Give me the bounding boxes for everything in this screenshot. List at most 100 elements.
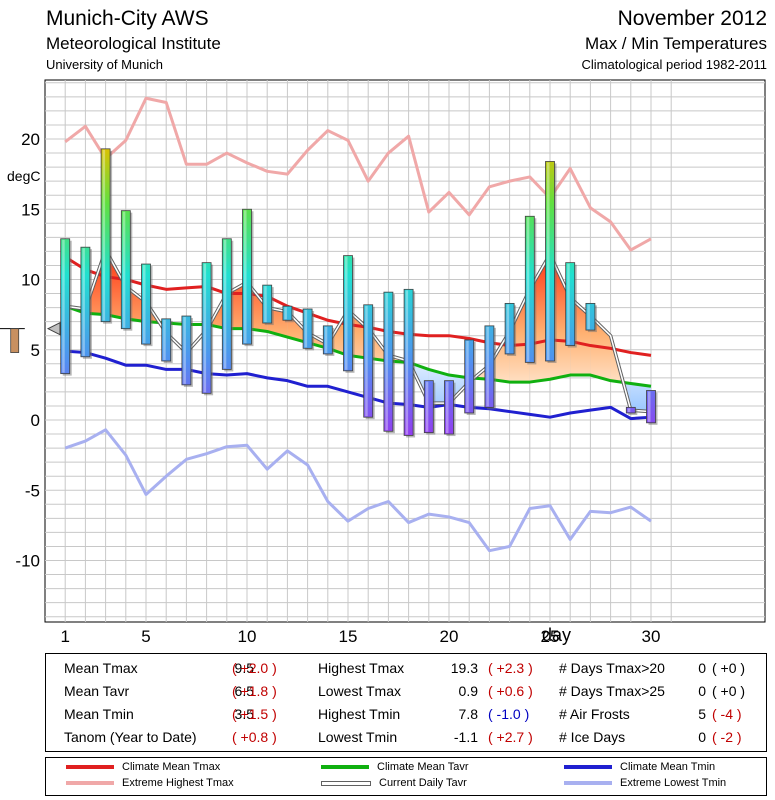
daily-temperature-bar	[221, 238, 232, 370]
daily-bar-highlight	[385, 293, 388, 431]
y-tick-label: 15	[21, 200, 40, 219]
extreme-lowest-tmin-line	[64, 428, 652, 553]
stat-mean-tmin-anomaly: ( +1.5 )	[232, 706, 277, 722]
station-title: Munich-City AWS	[46, 7, 209, 30]
daily-temperature-bar	[423, 380, 434, 434]
y-tick-label: 5	[31, 341, 40, 360]
monthly-statistics: Mean Tmax 9.5 ( +2.0 ) Mean Tavr 6.5 ( +…	[45, 653, 767, 752]
legend-label-climate-mean-tavr: Climate Mean Tavr	[377, 761, 469, 773]
stat-air-frosts-label: # Air Frosts	[559, 706, 630, 722]
daily-temperature-bar	[484, 325, 495, 408]
legend-swatch-climate-mean-tmax	[66, 765, 114, 770]
daily-temperature-bar	[363, 304, 374, 418]
daily-bar-highlight	[304, 310, 308, 348]
daily-bar-highlight	[425, 381, 429, 432]
stat-highest-tmax-label: Highest Tmax	[318, 660, 405, 676]
daily-bar-highlight	[587, 304, 590, 330]
stat-ice-days-anomaly: ( -2 )	[712, 729, 742, 745]
stat-lowest-tmax-value: 0.9	[458, 683, 478, 699]
x-tick-label: 15	[339, 627, 358, 646]
daily-bar-highlight	[102, 149, 106, 321]
legend-label-current-daily-tavr: Current Daily Tavr	[379, 777, 467, 789]
legend-climate-mean-tmax: Climate Mean Tmax	[66, 761, 220, 773]
x-tick-label: 25	[541, 627, 560, 646]
stat-highest-tmin-value: 7.8	[458, 706, 478, 722]
stat-ice-days-label: # Ice Days	[559, 729, 626, 745]
daily-bar-highlight	[345, 256, 348, 370]
daily-temperature-bar	[201, 262, 212, 394]
stat-days-tmax25-anomaly: ( +0 )	[712, 683, 746, 699]
daily-temperature-bar	[646, 390, 656, 424]
stat-tanom-anomaly: ( +0.8 )	[232, 729, 277, 745]
legend-label-climate-mean-tmax: Climate Mean Tmax	[122, 761, 221, 773]
legend-swatch-extreme-highest-tmax	[66, 781, 114, 786]
stat-days-tmax20-label: # Days Tmax>20	[559, 660, 665, 676]
legend-climate-mean-tavr: Climate Mean Tavr	[321, 761, 469, 773]
daily-temperature-bar	[161, 318, 172, 362]
daily-temperature-bar	[322, 325, 333, 355]
stat-lowest-tmin-label: Lowest Tmin	[318, 729, 398, 745]
stat-days-tmax20-anomaly: ( +0 )	[712, 660, 746, 676]
stat-mean-tmin-label: Mean Tmin	[64, 706, 134, 722]
cool-anomaly-fill	[630, 383, 651, 412]
university-name: University of Munich	[46, 57, 164, 72]
stat-tanom-label: Tanom (Year to Date)	[64, 729, 197, 745]
stat-mean-tmax-label: Mean Tmax	[64, 660, 138, 676]
daily-temperature-bar	[262, 284, 273, 324]
x-tick-label: 10	[238, 627, 257, 646]
daily-bar-highlight	[223, 239, 227, 369]
stat-mean-tmax-value: 9.5	[234, 660, 254, 676]
anomaly-arrow-icon	[46, 321, 61, 336]
stat-highest-tmax-value: 19.3	[450, 660, 478, 676]
legend-extreme-lowest-tmin: Extreme Lowest Tmin	[564, 777, 726, 789]
daily-bar-highlight	[648, 391, 651, 422]
x-tick-label: 30	[642, 627, 661, 646]
daily-temperature-bar	[60, 238, 71, 375]
y-tick-label: -5	[25, 481, 40, 500]
daily-temperature-bar	[464, 339, 475, 414]
stat-mean-tavr-value: 6.5	[234, 683, 254, 699]
chart-title: Max / Min Temperatures	[584, 34, 767, 53]
daily-temperature-bar	[181, 315, 192, 386]
stat-highest-tmax-anomaly: ( +2.3 )	[488, 660, 533, 676]
stat-ice-days-value: 0	[698, 729, 706, 745]
stat-highest-tmin-anomaly: ( -1.0 )	[488, 706, 530, 722]
daily-bar-highlight	[526, 217, 530, 362]
daily-bar-highlight	[324, 326, 328, 353]
daily-temperature-bar	[444, 380, 454, 435]
legend-swatch-climate-mean-tavr	[321, 765, 369, 770]
daily-temperature-bar	[100, 148, 111, 323]
daily-bar-highlight	[284, 307, 287, 320]
daily-temperature-bar	[403, 288, 414, 436]
daily-temperature-bar	[585, 302, 596, 331]
daily-temperature-bar	[141, 263, 151, 345]
climate-mean-tmin-line	[65, 349, 652, 421]
daily-temperature-bar	[302, 308, 313, 349]
x-axis-label: day	[542, 625, 571, 645]
month-title: November 2012	[617, 7, 767, 30]
x-tick-label: 20	[440, 627, 459, 646]
y-tick-label: 10	[21, 271, 40, 290]
legend-current-daily-tavr: Current Daily Tavr	[321, 777, 467, 789]
y-tick-label: 0	[31, 411, 40, 430]
daily-bar-highlight	[405, 290, 409, 435]
daily-bar-highlight	[163, 319, 166, 360]
daily-temperature-bar	[524, 215, 535, 363]
daily-temperature-bar	[565, 262, 576, 346]
legend-swatch-climate-mean-tmin	[564, 765, 612, 770]
stat-mean-tavr-label: Mean Tavr	[64, 683, 130, 699]
daily-bar-highlight	[567, 263, 570, 345]
stat-days-tmax25-label: # Days Tmax>25	[559, 683, 665, 699]
stat-mean-tavr-anomaly: ( +1.8 )	[232, 683, 277, 699]
daily-bar-highlight	[446, 381, 449, 434]
daily-bars	[0, 148, 658, 438]
x-tick-label: 1	[60, 627, 69, 646]
legend-label-climate-mean-tmin: Climate Mean Tmin	[620, 761, 716, 773]
daily-temperature-bar	[80, 246, 91, 358]
climatological-period: Climatological period 1982-2011	[581, 57, 768, 72]
stat-mean-tmax-anomaly: ( +2.0 )	[232, 660, 277, 676]
daily-bar-highlight	[365, 305, 368, 417]
stat-air-frosts-anomaly: ( -4 )	[712, 706, 742, 722]
